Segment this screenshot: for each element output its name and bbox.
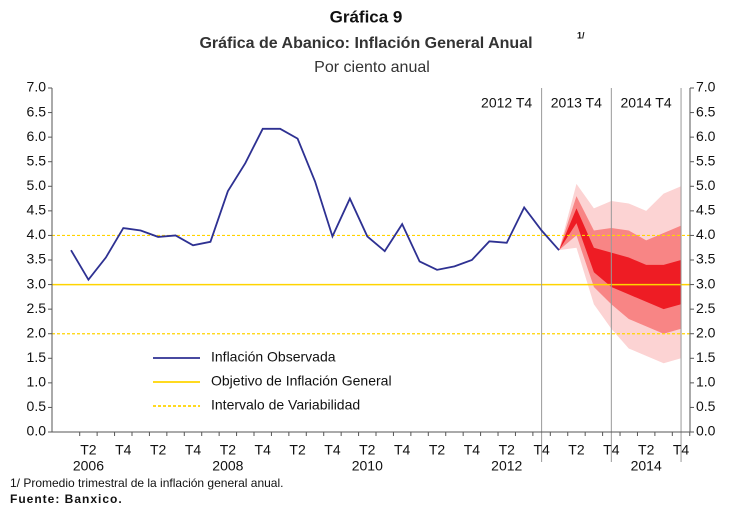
series-line	[70, 127, 560, 282]
y2-tick-label: 6.0	[696, 128, 716, 144]
y-tick-label: 5.0	[27, 177, 47, 193]
y-tick-label: 2.5	[27, 300, 47, 316]
year-label: 2008	[212, 458, 243, 474]
y-tick-label: 4.5	[27, 202, 47, 218]
source: Fuente: Banxico.	[10, 492, 123, 506]
chart-heading: Gráfica 9	[330, 7, 403, 26]
period-label: 2012 T4	[481, 95, 532, 111]
y2-tick-label: 0.0	[696, 423, 716, 439]
y-tick-label: 1.0	[27, 374, 47, 390]
y-tick-label: 6.5	[27, 103, 47, 119]
x-tick-label: T4	[255, 442, 272, 458]
x-tick-label: T4	[324, 442, 341, 458]
y2-tick-label: 4.0	[696, 226, 716, 242]
y2-tick-label: 2.0	[696, 324, 716, 340]
y-tick-label: 3.0	[27, 275, 47, 291]
y-tick-label: 0.0	[27, 423, 47, 439]
y2-tick-label: 5.5	[696, 152, 716, 168]
chart-subtitle: Por ciento anual	[314, 59, 430, 76]
x-tick-label: T4	[464, 442, 481, 458]
x-tick-label: T2	[150, 442, 167, 458]
y2-tick-label: 6.5	[696, 103, 716, 119]
y2-tick-label: 1.5	[696, 349, 716, 365]
x-tick-label: T4	[533, 442, 550, 458]
y-tick-label: 5.5	[27, 152, 47, 168]
y-tick-label: 1.5	[27, 349, 47, 365]
year-label: 2006	[73, 458, 104, 474]
x-tick-label: T2	[429, 442, 446, 458]
x-tick-label: T2	[568, 442, 585, 458]
x-tick-label: T2	[220, 442, 237, 458]
x-tick-label: T2	[638, 442, 655, 458]
year-label: 2012	[491, 458, 522, 474]
legend-label: Intervalo de Variabilidad	[211, 397, 360, 413]
period-label: 2013 T4	[551, 95, 602, 111]
chart-title: Gráfica de Abanico: Inflación General An…	[199, 35, 532, 52]
y-tick-label: 3.5	[27, 251, 47, 267]
y-tick-label: 2.0	[27, 324, 47, 340]
legend-label: Objetivo de Inflación General	[211, 373, 392, 389]
footnote: 1/ Promedio trimestral de la inflación g…	[10, 476, 283, 490]
x-tick-label: T4	[603, 442, 620, 458]
y2-tick-label: 2.5	[696, 300, 716, 316]
x-tick-label: T2	[359, 442, 376, 458]
x-tick-label: T4	[394, 442, 411, 458]
year-label: 2014	[631, 458, 662, 474]
x-tick-label: T4	[115, 442, 132, 458]
period-label: 2014 T4	[620, 95, 671, 111]
legend-label: Inflación Observada	[211, 349, 336, 365]
title-note: 1/	[577, 30, 585, 40]
y2-tick-label: 5.0	[696, 177, 716, 193]
y-tick-label: 0.5	[27, 398, 47, 414]
y-tick-label: 4.0	[27, 226, 47, 242]
x-tick-label: T4	[185, 442, 202, 458]
year-label: 2010	[352, 458, 383, 474]
y2-tick-label: 7.0	[696, 79, 716, 95]
y-tick-label: 6.0	[27, 128, 47, 144]
y2-tick-label: 1.0	[696, 374, 716, 390]
y2-tick-label: 4.5	[696, 202, 716, 218]
y2-tick-label: 3.5	[696, 251, 716, 267]
y2-tick-label: 0.5	[696, 398, 716, 414]
x-tick-label: T2	[289, 442, 306, 458]
y-tick-label: 7.0	[27, 79, 47, 95]
x-tick-label: T2	[499, 442, 516, 458]
y2-tick-label: 3.0	[696, 275, 716, 291]
x-tick-label: T4	[673, 442, 690, 458]
x-tick-label: T2	[80, 442, 97, 458]
